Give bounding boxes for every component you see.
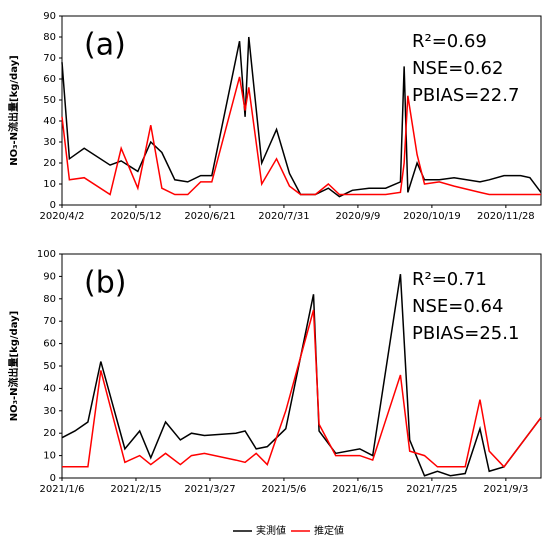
legend-label: 推定値 bbox=[314, 524, 344, 537]
x-tick-label: 2020/5/12 bbox=[110, 211, 161, 222]
stat-text: R²=0.71 bbox=[412, 269, 487, 290]
x-tick-label: 2021/9/3 bbox=[483, 484, 528, 495]
y-tick-label: 40 bbox=[43, 116, 56, 127]
x-tick-label: 2021/3/27 bbox=[184, 484, 235, 495]
y-axis-label: NO₃-N流出量[kg/day] bbox=[7, 311, 20, 422]
y-tick-label: 0 bbox=[50, 200, 56, 211]
y-tick-label: 10 bbox=[43, 451, 56, 462]
y-tick-label: 20 bbox=[43, 158, 56, 169]
y-tick-label: 20 bbox=[43, 428, 56, 439]
stat-text: PBIAS=22.7 bbox=[412, 85, 519, 106]
y-tick-label: 90 bbox=[43, 271, 56, 282]
y-tick-label: 30 bbox=[43, 406, 56, 417]
y-tick-label: 10 bbox=[43, 179, 56, 190]
x-tick-label: 2021/5/6 bbox=[261, 484, 306, 495]
y-tick-label: 40 bbox=[43, 383, 56, 394]
panel-label: (b) bbox=[84, 266, 126, 301]
y-tick-label: 0 bbox=[50, 473, 56, 484]
y-tick-label: 100 bbox=[37, 249, 56, 260]
y-tick-label: 50 bbox=[43, 361, 56, 372]
y-tick-label: 60 bbox=[43, 74, 56, 85]
y-tick-label: 70 bbox=[43, 53, 56, 64]
series-line bbox=[62, 309, 542, 468]
y-tick-label: 80 bbox=[43, 294, 56, 305]
stat-text: R²=0.69 bbox=[412, 31, 487, 52]
y-tick-label: 80 bbox=[43, 32, 56, 43]
y-tick-label: 60 bbox=[43, 339, 56, 350]
x-tick-label: 2020/6/21 bbox=[184, 211, 235, 222]
plot-frame bbox=[61, 15, 542, 206]
legend-label: 実測値 bbox=[256, 524, 286, 537]
x-tick-label: 2020/4/2 bbox=[40, 211, 85, 222]
x-tick-label: 2021/7/25 bbox=[406, 484, 457, 495]
x-tick-label: 2021/1/6 bbox=[40, 484, 85, 495]
y-tick-label: 50 bbox=[43, 95, 56, 106]
x-tick-label: 2020/10/19 bbox=[403, 211, 461, 222]
stat-text: NSE=0.62 bbox=[412, 58, 503, 79]
x-tick-label: 2020/11/28 bbox=[477, 211, 535, 222]
stat-text: NSE=0.64 bbox=[412, 296, 503, 317]
series-line bbox=[61, 274, 542, 477]
stat-text: PBIAS=25.1 bbox=[412, 323, 519, 344]
y-axis-label: NO₃-N流出量[kg/day] bbox=[7, 55, 20, 166]
panel-label: (a) bbox=[84, 28, 126, 63]
y-tick-label: 70 bbox=[43, 316, 56, 327]
x-tick-label: 2020/7/31 bbox=[258, 211, 309, 222]
series-line bbox=[61, 76, 541, 196]
y-tick-label: 30 bbox=[43, 137, 56, 148]
x-tick-label: 2021/2/15 bbox=[110, 484, 161, 495]
x-tick-label: 2021/6/15 bbox=[332, 484, 383, 495]
x-tick-label: 2020/9/9 bbox=[335, 211, 380, 222]
y-tick-label: 90 bbox=[43, 11, 56, 22]
